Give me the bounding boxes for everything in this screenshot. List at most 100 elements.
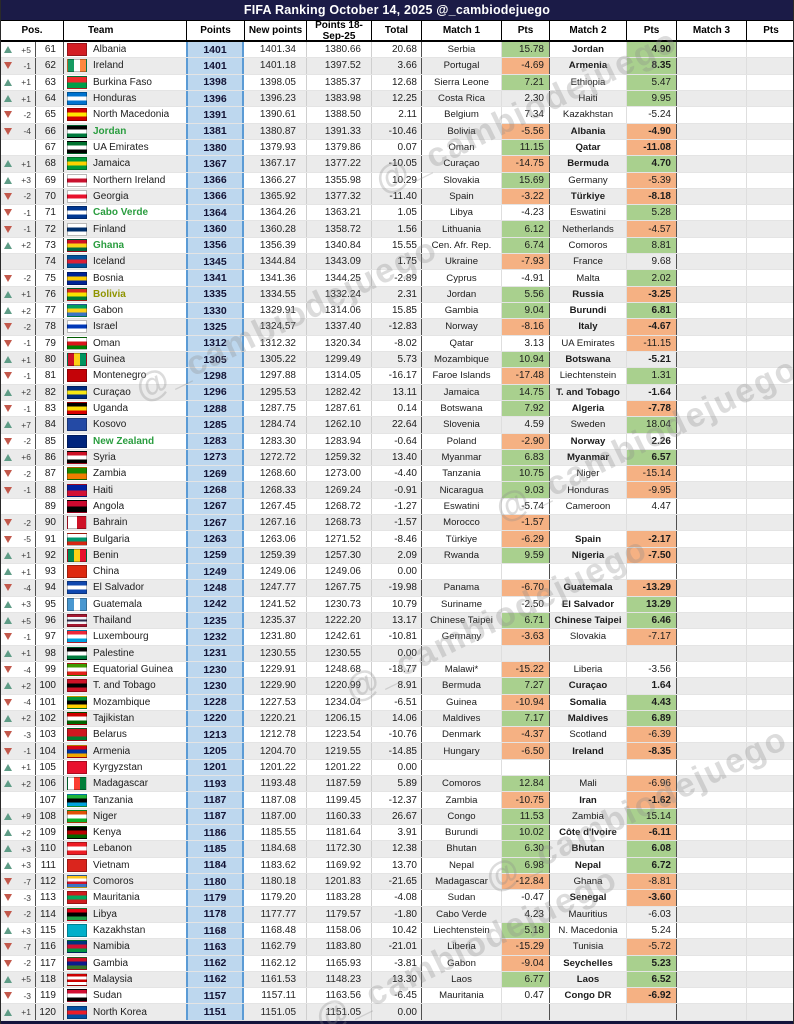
movement-cell: -2 [1, 107, 35, 122]
match2-pts-cell: 5.47 [626, 74, 676, 90]
match1-pts-cell: 7.17 [501, 710, 549, 727]
points-cell: 1185 [186, 841, 244, 857]
team-name: Ireland [93, 60, 124, 72]
flag-icon [67, 581, 87, 595]
points-cell: 1205 [186, 743, 244, 759]
team-name: Benin [93, 549, 119, 561]
total-cell: 5.73 [371, 351, 421, 368]
match3-name-cell [676, 873, 746, 890]
prev-points-cell: 1267.75 [306, 580, 371, 596]
movement-cell: -2 [1, 956, 35, 971]
team-cell: Kyrgyzstan [63, 759, 186, 776]
flag-icon [67, 663, 87, 677]
position-cell: 81 [35, 368, 63, 384]
match2-name-cell: Zambia [549, 808, 626, 824]
table-row: +1 64 Honduras 1396 1396.23 1383.98 12.25 Costa… [1, 90, 793, 108]
down-arrow-icon [4, 470, 12, 478]
points-cell: 1162 [186, 955, 244, 971]
match1-pts-cell: 7.21 [501, 74, 549, 90]
match3-name-cell [676, 303, 746, 319]
new-points-cell: 1263.06 [259, 533, 296, 545]
new-points-cell: 1183.62 [260, 859, 296, 871]
match2-pts-cell: 9.68 [626, 254, 676, 270]
table-row: +6 86 Syria 1273 1272.72 1259.32 13.40 Myanmar 6… [1, 449, 793, 467]
points-cell: 1187 [186, 808, 244, 824]
points-cell: 1273 [186, 449, 244, 466]
match3-name-cell [676, 254, 746, 270]
new-points-cell: 1201.22 [259, 761, 296, 773]
rank-delta: -2 [23, 468, 31, 479]
movement-cell: -1 [1, 482, 35, 497]
prev-points-cell: 1358.72 [306, 221, 371, 237]
match1-pts-cell: -10.94 [501, 694, 549, 710]
match2-name-cell: Laos [549, 971, 626, 988]
match3-name-cell [676, 156, 746, 172]
match1-pts-cell: 6.77 [501, 971, 549, 988]
flag-icon [67, 1005, 87, 1019]
rank-delta: +1 [21, 93, 31, 104]
position-cell: 110 [35, 841, 63, 857]
position-cell: 61 [35, 42, 63, 58]
up-arrow-icon [4, 780, 12, 788]
match2-pts-cell: -6.39 [626, 727, 676, 743]
match1-name-cell: Bermuda [421, 678, 501, 694]
match2-name-cell [549, 1004, 626, 1020]
match1-name-cell: Faroe Islands [421, 368, 501, 384]
position-cell: 66 [35, 123, 63, 139]
team-name: Montenegro [93, 370, 147, 382]
flag-icon [67, 141, 87, 155]
movement-cell: +1 [1, 564, 35, 579]
match1-pts-cell: 6.98 [501, 857, 549, 873]
match2-pts-cell: -3.60 [626, 890, 676, 906]
team-cell: Comoros [63, 873, 186, 890]
match3-pts-cell [746, 156, 793, 172]
rank-delta: +5 [21, 615, 31, 626]
table-row: -2 75 Bosnia 1341 1341.36 1344.25 -2.89 Cyprus -… [1, 270, 793, 287]
flag-icon [67, 809, 87, 823]
team-name: Thailand [93, 615, 132, 627]
match1-pts-cell [501, 645, 549, 661]
rank-delta: +7 [21, 419, 31, 430]
prev-points-cell: 1380.66 [306, 42, 371, 58]
match1-pts-cell: -15.22 [501, 661, 549, 678]
points-cell: 1231 [186, 645, 244, 661]
match3-pts-cell [746, 873, 793, 890]
match3-name-cell [676, 564, 746, 580]
movement-cell: -2 [1, 907, 35, 922]
match2-name-cell: Slovakia [549, 629, 626, 645]
points-cell: 1230 [186, 678, 244, 694]
match3-pts-cell [746, 466, 793, 482]
match1-name-cell: Spain [421, 188, 501, 205]
match3-name-cell [676, 547, 746, 563]
prev-points-cell: 1220.99 [306, 678, 371, 694]
match1-name-cell: Türkiye [421, 531, 501, 547]
match3-name-cell [676, 743, 746, 759]
match1-name-cell: Libya [421, 205, 501, 221]
team-cell: Bolivia [63, 286, 186, 302]
match3-pts-cell [746, 172, 793, 188]
header-match3: Match 3 [676, 21, 746, 42]
points-cell: 1305 [186, 351, 244, 368]
match1-name-cell: Oman [421, 139, 501, 156]
flag-icon [67, 711, 87, 725]
total-cell: -14.85 [371, 743, 421, 759]
table-row: 107 Tanzania 1187 1187.08 1199.45 -12.37 Zambi… [1, 792, 793, 809]
match3-pts-cell [746, 678, 793, 694]
team-name: Burkina Faso [93, 76, 152, 88]
total-cell: -0.91 [371, 482, 421, 498]
new-points-cell: 1247.77 [259, 582, 296, 594]
new-points-cell: 1284.74 [259, 419, 296, 431]
total-cell: 12.68 [371, 74, 421, 90]
flag-icon [67, 532, 87, 546]
down-arrow-icon [4, 437, 12, 445]
new-points-cell: 1360.28 [259, 223, 296, 235]
total-cell: -2.89 [371, 270, 421, 286]
rank-delta: +9 [21, 811, 31, 822]
rank-delta: +2 [21, 240, 31, 251]
match3-name-cell [676, 335, 746, 351]
position-cell: 68 [35, 156, 63, 172]
movement-cell: -2 [1, 434, 35, 449]
rank-delta: -2 [23, 958, 31, 969]
table-row: -3 119 Sudan 1157 1157.11 1163.56 -6.45 Maurita… [1, 988, 793, 1005]
new-points-cell: 1324.57 [259, 321, 296, 333]
